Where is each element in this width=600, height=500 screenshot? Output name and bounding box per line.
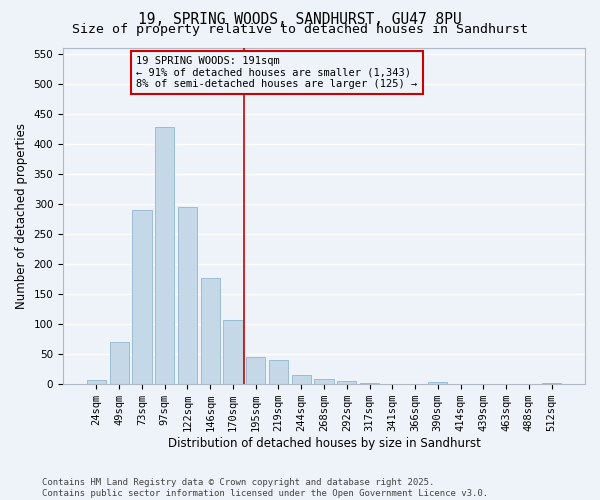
Bar	[360, 383, 379, 384]
Bar	[87, 380, 106, 384]
Text: Size of property relative to detached houses in Sandhurst: Size of property relative to detached ho…	[72, 22, 528, 36]
Bar	[269, 360, 288, 384]
Text: 19, SPRING WOODS, SANDHURST, GU47 8PU: 19, SPRING WOODS, SANDHURST, GU47 8PU	[138, 12, 462, 28]
Bar	[292, 374, 311, 384]
Bar	[428, 382, 448, 384]
Bar	[542, 383, 561, 384]
Bar	[246, 357, 265, 384]
Bar	[110, 342, 129, 384]
Bar	[132, 210, 152, 384]
Bar	[223, 320, 242, 384]
Bar	[178, 207, 197, 384]
Bar	[314, 380, 334, 384]
Y-axis label: Number of detached properties: Number of detached properties	[15, 123, 28, 309]
X-axis label: Distribution of detached houses by size in Sandhurst: Distribution of detached houses by size …	[167, 437, 481, 450]
Text: Contains HM Land Registry data © Crown copyright and database right 2025.
Contai: Contains HM Land Registry data © Crown c…	[42, 478, 488, 498]
Bar	[155, 127, 175, 384]
Text: 19 SPRING WOODS: 191sqm
← 91% of detached houses are smaller (1,343)
8% of semi-: 19 SPRING WOODS: 191sqm ← 91% of detache…	[136, 56, 418, 89]
Bar	[200, 278, 220, 384]
Bar	[337, 381, 356, 384]
